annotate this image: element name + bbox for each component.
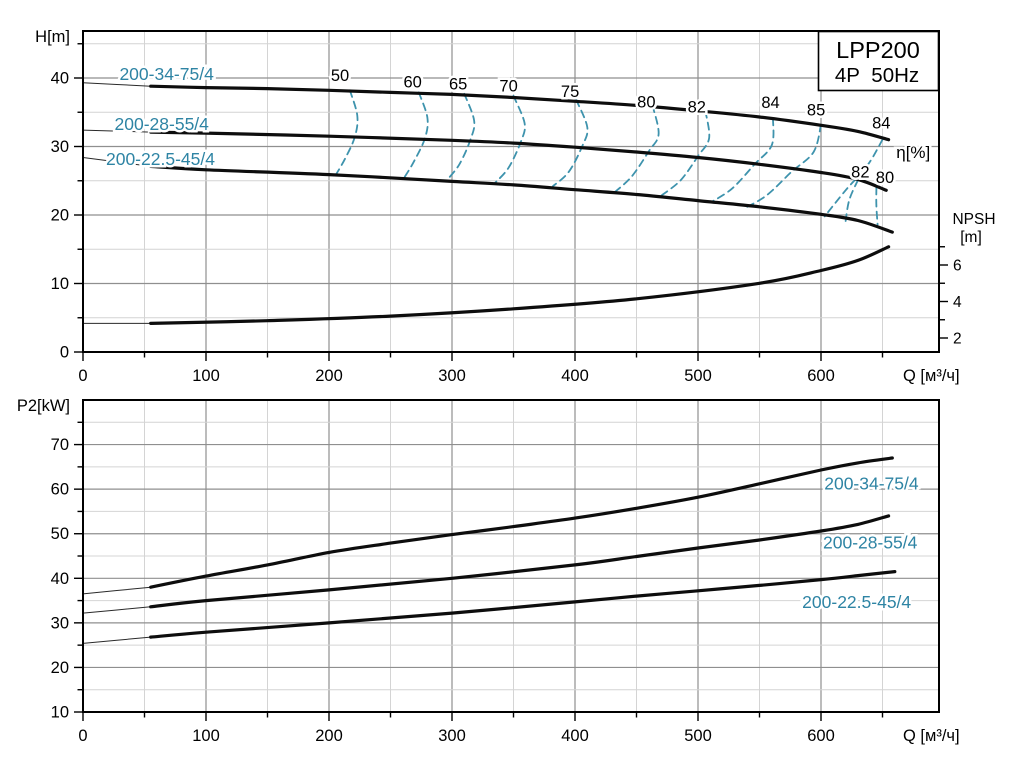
y-axis-title: P2[kW] <box>17 397 70 415</box>
title-box-border <box>817 30 940 92</box>
x-tick-label: 100 <box>192 367 220 385</box>
npsh-axis-title: NPSH <box>952 211 995 228</box>
plot-border <box>82 30 940 353</box>
efficiency-label-80-5: 80 <box>637 93 655 111</box>
power-chart: 0 100 200 300 400 500 600 10 20 30 40 50 60 70 P2[kW] Q… <box>17 397 960 745</box>
efficiency-label-84-7: 84 <box>761 94 779 112</box>
y-tick-label: 60 <box>51 481 69 499</box>
efficiency-label-70-3: 70 <box>499 78 517 96</box>
efficiency-contour-80-11 <box>875 186 879 226</box>
npsh-curve <box>149 245 891 325</box>
y-tick-label: 30 <box>51 614 69 632</box>
series-label-200-34-75/4: 200-34-75/4 <box>119 64 214 84</box>
npsh-axis-unit: [m] <box>960 229 982 246</box>
curve-lead-200-34-75/4 <box>82 82 152 87</box>
curve-200-34-75/4 <box>149 456 894 589</box>
series-label-200-22.5-45/4: 200-22.5-45/4 <box>802 592 911 612</box>
efficiency-label-65-2: 65 <box>449 76 467 94</box>
efficiency-contour-82-10 <box>844 179 859 223</box>
y-tick-label: 30 <box>51 138 69 156</box>
curve-lead-200-28-55/4 <box>82 129 152 133</box>
efficiency-contour-85-8 <box>743 123 822 210</box>
efficiency-unit-label: η[%] <box>896 143 930 162</box>
curve-lead-200-28-55/4 <box>82 606 152 614</box>
curve-200-28-55/4 <box>149 514 891 609</box>
x-tick-label: 300 <box>438 367 466 385</box>
y-tick-label: 0 <box>60 344 69 362</box>
efficiency-label-82-6: 82 <box>688 98 706 116</box>
efficiency-contour-50-0 <box>334 89 359 177</box>
y-tick-label: 40 <box>51 570 69 588</box>
x-tick-label: 600 <box>807 727 835 745</box>
efficiency-label-80-11: 80 <box>876 169 894 187</box>
curve-lead-200-22.5-45/4 <box>82 157 152 167</box>
x-tick-label: 300 <box>438 727 466 745</box>
x-tick-label: 0 <box>78 367 87 385</box>
y-tick-label: 20 <box>51 207 69 225</box>
efficiency-contour-75-4 <box>552 99 589 188</box>
efficiency-label-85-8: 85 <box>807 102 825 120</box>
y-axis-title: H[m] <box>35 28 70 46</box>
y-tick-label: 70 <box>51 436 69 454</box>
y-tick-label: 10 <box>51 704 69 722</box>
efficiency-label-84-9: 84 <box>872 115 890 133</box>
x-tick-label: 0 <box>78 727 87 745</box>
npsh-axis: 2 4 6 NPSH[m] <box>939 211 996 348</box>
x-tick-label: 100 <box>192 727 220 745</box>
series-label-200-28-55/4: 200-28-55/4 <box>115 114 210 134</box>
x-tick-label: 500 <box>684 367 712 385</box>
curve-lead-200-34-75/4 <box>82 586 152 595</box>
x-axis-title: Q [м³/ч] <box>903 727 960 745</box>
efficiency-contour-65-2 <box>446 92 476 181</box>
efficiency-contour-80-5 <box>613 104 660 194</box>
curve-200-22.5-45/4 <box>149 164 894 234</box>
power-chart-labels: 0 100 200 300 400 500 600 10 20 30 40 50 60 70 P2[kW] Q… <box>17 397 960 745</box>
npsh-tick-label: 6 <box>953 258 962 275</box>
efficiency-label-75-4: 75 <box>561 83 579 101</box>
series-label-200-28-55/4: 200-28-55/4 <box>823 533 918 553</box>
efficiency-contour-60-1 <box>403 91 429 179</box>
power-chart-curves <box>82 456 897 644</box>
x-tick-label: 400 <box>561 727 589 745</box>
head-npsh-chart-axes <box>74 30 940 361</box>
series-label-200-22.5-45/4: 200-22.5-45/4 <box>106 149 215 169</box>
y-tick-label: 40 <box>51 70 69 88</box>
x-axis-title: Q [м³/ч] <box>903 367 960 385</box>
x-tick-label: 400 <box>561 367 589 385</box>
x-tick-label: 200 <box>315 367 343 385</box>
curve-lead-200-22.5-45/4 <box>82 636 152 644</box>
efficiency-contour-70-3 <box>494 94 526 184</box>
y-tick-label: 20 <box>51 659 69 677</box>
npsh-tick-label: 4 <box>953 294 962 311</box>
head-npsh-chart-curves <box>82 82 894 325</box>
y-tick-label: 50 <box>51 525 69 543</box>
x-tick-label: 600 <box>807 367 835 385</box>
y-tick-label: 10 <box>51 275 69 293</box>
series-label-200-34-75/4: 200-34-75/4 <box>824 473 919 493</box>
npsh-tick-label: 2 <box>953 331 962 348</box>
efficiency-label-60-1: 60 <box>403 74 421 92</box>
head-npsh-chart-labels: 0 100 200 300 400 500 600 0 10 20 30 40 H[m] Q [м³/ч]… <box>35 28 959 385</box>
title-spec: 4P 50Hz <box>835 64 919 87</box>
curve-200-28-55/4 <box>149 130 888 192</box>
efficiency-contours <box>334 89 884 226</box>
power-chart-grid <box>83 400 939 712</box>
x-tick-label: 500 <box>684 727 712 745</box>
x-tick-label: 200 <box>315 727 343 745</box>
power-chart-axes <box>74 399 940 721</box>
title-model: LPP200 <box>836 37 920 63</box>
curve-200-34-75/4 <box>149 84 891 142</box>
curve-200-22.5-45/4 <box>149 570 897 639</box>
efficiency-label-82-10: 82 <box>851 163 869 181</box>
efficiency-label-50-0: 50 <box>331 67 349 85</box>
head-npsh-chart: 0 100 200 300 400 500 600 0 10 20 30 40 H[m] Q [м³/ч]… <box>35 28 995 385</box>
efficiency-contour-84-9 <box>823 138 884 218</box>
